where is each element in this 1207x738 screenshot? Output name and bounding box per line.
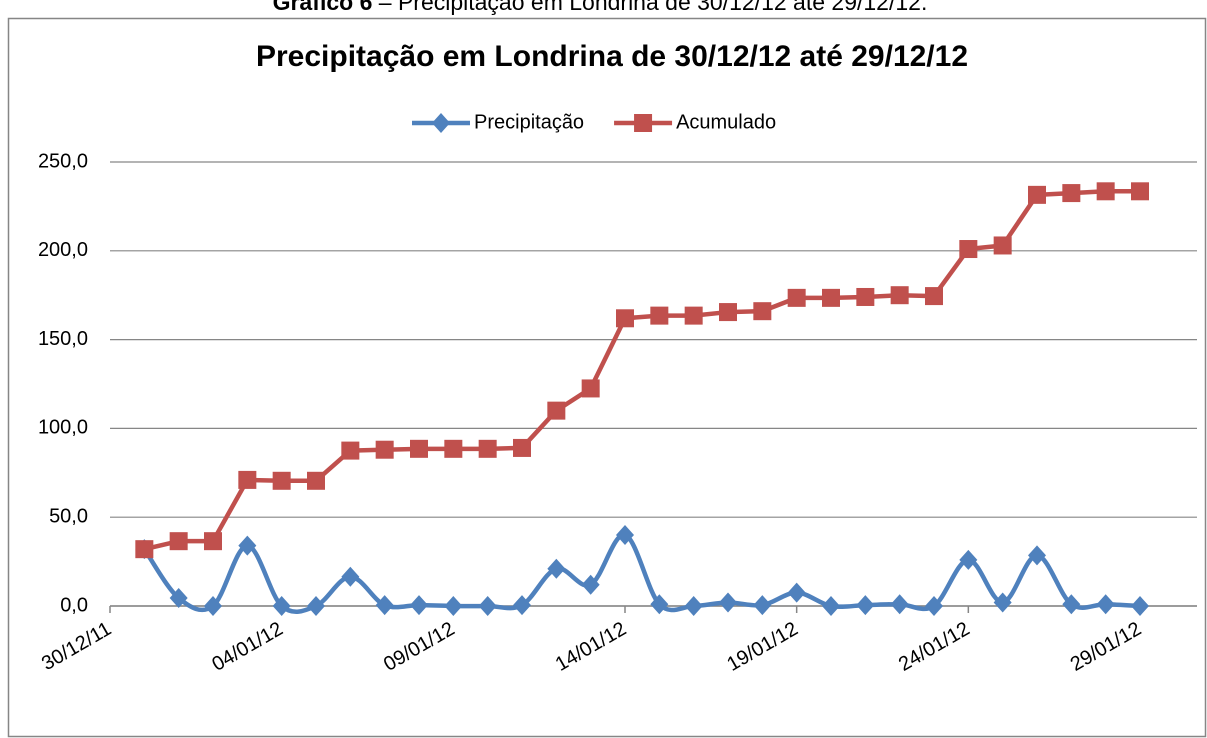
marker	[890, 286, 909, 305]
marker	[719, 592, 737, 613]
x-tick-label: 19/01/12	[723, 618, 801, 676]
legend-label: Acumulado	[676, 111, 776, 133]
marker	[1062, 594, 1081, 615]
x-tick-label: 14/01/12	[552, 618, 630, 676]
marker	[341, 566, 360, 587]
legend-item: Acumulado	[614, 111, 776, 133]
y-tick-label: 250,0	[38, 150, 88, 172]
series-line	[143, 189, 1140, 552]
marker	[581, 574, 600, 595]
marker	[650, 306, 669, 325]
marker	[547, 401, 566, 420]
marker	[719, 303, 737, 322]
marker	[478, 439, 497, 458]
marker	[684, 596, 703, 616]
marker	[307, 471, 325, 490]
marker	[1028, 545, 1046, 566]
y-tick-label: 200,0	[38, 239, 88, 261]
marker	[238, 470, 257, 489]
marker	[959, 240, 978, 259]
marker	[1096, 182, 1115, 201]
marker	[375, 440, 394, 459]
marker	[925, 287, 943, 306]
legend-item: Precipitação	[412, 111, 584, 133]
marker	[444, 596, 463, 616]
marker	[650, 594, 669, 615]
marker	[753, 302, 772, 321]
marker	[787, 288, 806, 307]
chart-title: Precipitação em Londrina de 30/12/12 até…	[256, 40, 968, 73]
y-tick-label: 0,0	[60, 594, 88, 616]
marker	[822, 288, 840, 307]
marker	[787, 582, 806, 603]
marker	[822, 596, 840, 616]
marker	[1131, 596, 1149, 616]
marker	[432, 113, 450, 133]
y-tick-label: 50,0	[49, 505, 88, 527]
marker	[478, 596, 497, 616]
marker	[444, 439, 463, 458]
marker	[993, 592, 1012, 613]
marker	[1028, 185, 1046, 204]
marker	[634, 114, 653, 132]
marker	[204, 532, 222, 551]
marker	[375, 595, 394, 616]
marker	[753, 595, 772, 616]
legend-label: Precipitação	[474, 111, 584, 133]
marker	[616, 309, 634, 328]
marker	[204, 596, 222, 616]
marker	[513, 595, 531, 616]
marker	[307, 596, 325, 616]
series-line	[142, 532, 1141, 614]
marker	[410, 439, 428, 458]
y-tick-label: 100,0	[38, 417, 88, 439]
marker	[169, 532, 188, 551]
marker	[513, 438, 531, 457]
marker	[581, 379, 600, 398]
marker	[272, 471, 291, 490]
marker	[547, 558, 566, 579]
caption-text: – Precipitação em Londrina de 30/12/12 a…	[379, 0, 928, 15]
x-tick-label: 29/01/12	[1067, 618, 1145, 676]
marker	[856, 595, 875, 616]
marker	[410, 595, 428, 616]
x-tick-label: 30/12/11	[38, 618, 115, 675]
x-tick-label: 09/01/12	[380, 618, 458, 676]
y-tick-label: 150,0	[38, 328, 88, 350]
marker	[890, 594, 909, 615]
caption: Gráfico 6 – Precipitação em Londrina de …	[273, 0, 928, 15]
marker	[1131, 182, 1149, 201]
caption-label: Gráfico 6	[273, 0, 373, 15]
marker	[238, 535, 257, 556]
marker	[993, 236, 1012, 255]
marker	[1096, 594, 1115, 615]
marker	[616, 524, 634, 545]
marker	[272, 596, 291, 616]
marker	[169, 588, 188, 609]
marker	[135, 540, 154, 559]
marker	[341, 441, 360, 460]
chart-frame	[7, 17, 1207, 738]
x-tick-label: 04/01/12	[208, 618, 286, 676]
marker	[856, 287, 875, 306]
x-tick-label: 24/01/12	[895, 618, 973, 676]
marker	[959, 549, 978, 570]
marker	[925, 596, 943, 616]
marker	[684, 306, 703, 325]
marker	[1062, 184, 1081, 203]
